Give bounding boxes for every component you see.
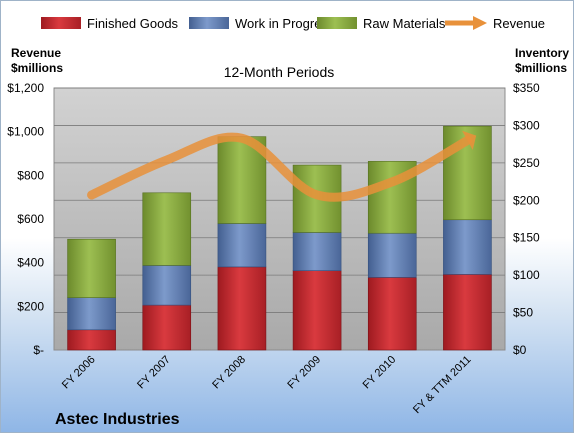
company-name: Astec Industries [55, 411, 180, 428]
revenue-line-path [87, 132, 472, 202]
right-tick-label: $100 [513, 268, 540, 282]
left-tick-label: $- [33, 343, 44, 357]
x-tick-label: FY 2010 [361, 354, 399, 392]
bar-work-in-progress [443, 219, 492, 275]
bar-work-in-progress [367, 232, 417, 278]
x-tick-label: FY 2007 [135, 354, 173, 392]
legend-label-work-in-progress: Work in Progress [235, 16, 335, 31]
bar-work-in-progress [142, 265, 192, 306]
bar-finished-goods [292, 270, 342, 351]
x-tick-label: FY 2006 [60, 354, 98, 392]
left-tick-label: $800 [17, 168, 44, 182]
revenue-arrowhead [462, 130, 477, 151]
bar-finished-goods [443, 274, 492, 351]
left-tick-label: $1,200 [7, 81, 44, 95]
bars [67, 125, 492, 351]
left-tick-label: $200 [17, 299, 44, 313]
bar-work-in-progress [67, 297, 116, 331]
right-axis-ticks: $0 $50 $100 $150 $200 $250 $300 $350 [513, 81, 540, 357]
legend-label-finished-goods: Finished Goods [87, 16, 179, 31]
gridlines [54, 87, 505, 313]
bar-finished-goods [367, 277, 417, 351]
legend-swatch-raw-materials [317, 17, 357, 29]
left-axis-title-line1: Revenue [11, 46, 61, 60]
left-axis-ticks: $- $200 $400 $600 $800 $1,000 $1,200 [7, 81, 44, 357]
right-tick-label: $0 [513, 343, 527, 357]
right-tick-label: $200 [513, 193, 540, 207]
bar-raw-materials [142, 192, 192, 266]
legend-arrow-revenue [473, 16, 487, 30]
bar-finished-goods [67, 329, 116, 351]
x-tick-label: FY 2009 [285, 354, 323, 392]
legend-label-raw-materials: Raw Materials [363, 16, 446, 31]
chart-title: 12-Month Periods [224, 64, 335, 80]
right-tick-label: $50 [513, 306, 533, 320]
left-tick-label: $600 [17, 212, 44, 226]
left-tick-label: $400 [17, 256, 44, 270]
bar-work-in-progress [217, 223, 267, 268]
bar-raw-materials [67, 238, 116, 298]
x-axis-ticks: FY 2006 FY 2007 FY 2008 FY 2009 FY 2010 FY & … [60, 354, 474, 417]
left-tick-label: $1,000 [7, 125, 44, 139]
right-tick-label: $300 [513, 118, 540, 132]
legend-swatch-finished-goods [41, 17, 81, 29]
right-axis-title-line2: $millions [515, 61, 567, 75]
right-tick-label: $250 [513, 156, 540, 170]
legend-swatch-work-in-progress [189, 17, 229, 29]
bar-finished-goods [142, 304, 192, 351]
right-tick-label: $150 [513, 231, 540, 245]
bar-finished-goods [217, 266, 267, 351]
left-axis-title-line2: $millions [11, 61, 63, 75]
x-tick-label: FY 2008 [210, 354, 248, 392]
x-tick-label: FY & TTM 2011 [411, 354, 474, 417]
revenue-line [87, 130, 477, 202]
right-axis-title-line1: Inventory [515, 46, 569, 60]
legend-label-revenue: Revenue [493, 16, 545, 31]
legend: Finished Goods Work in Progress Raw Mate… [41, 16, 545, 31]
plot-area [53, 87, 506, 351]
bar-work-in-progress [292, 232, 342, 271]
right-tick-label: $350 [513, 81, 540, 95]
